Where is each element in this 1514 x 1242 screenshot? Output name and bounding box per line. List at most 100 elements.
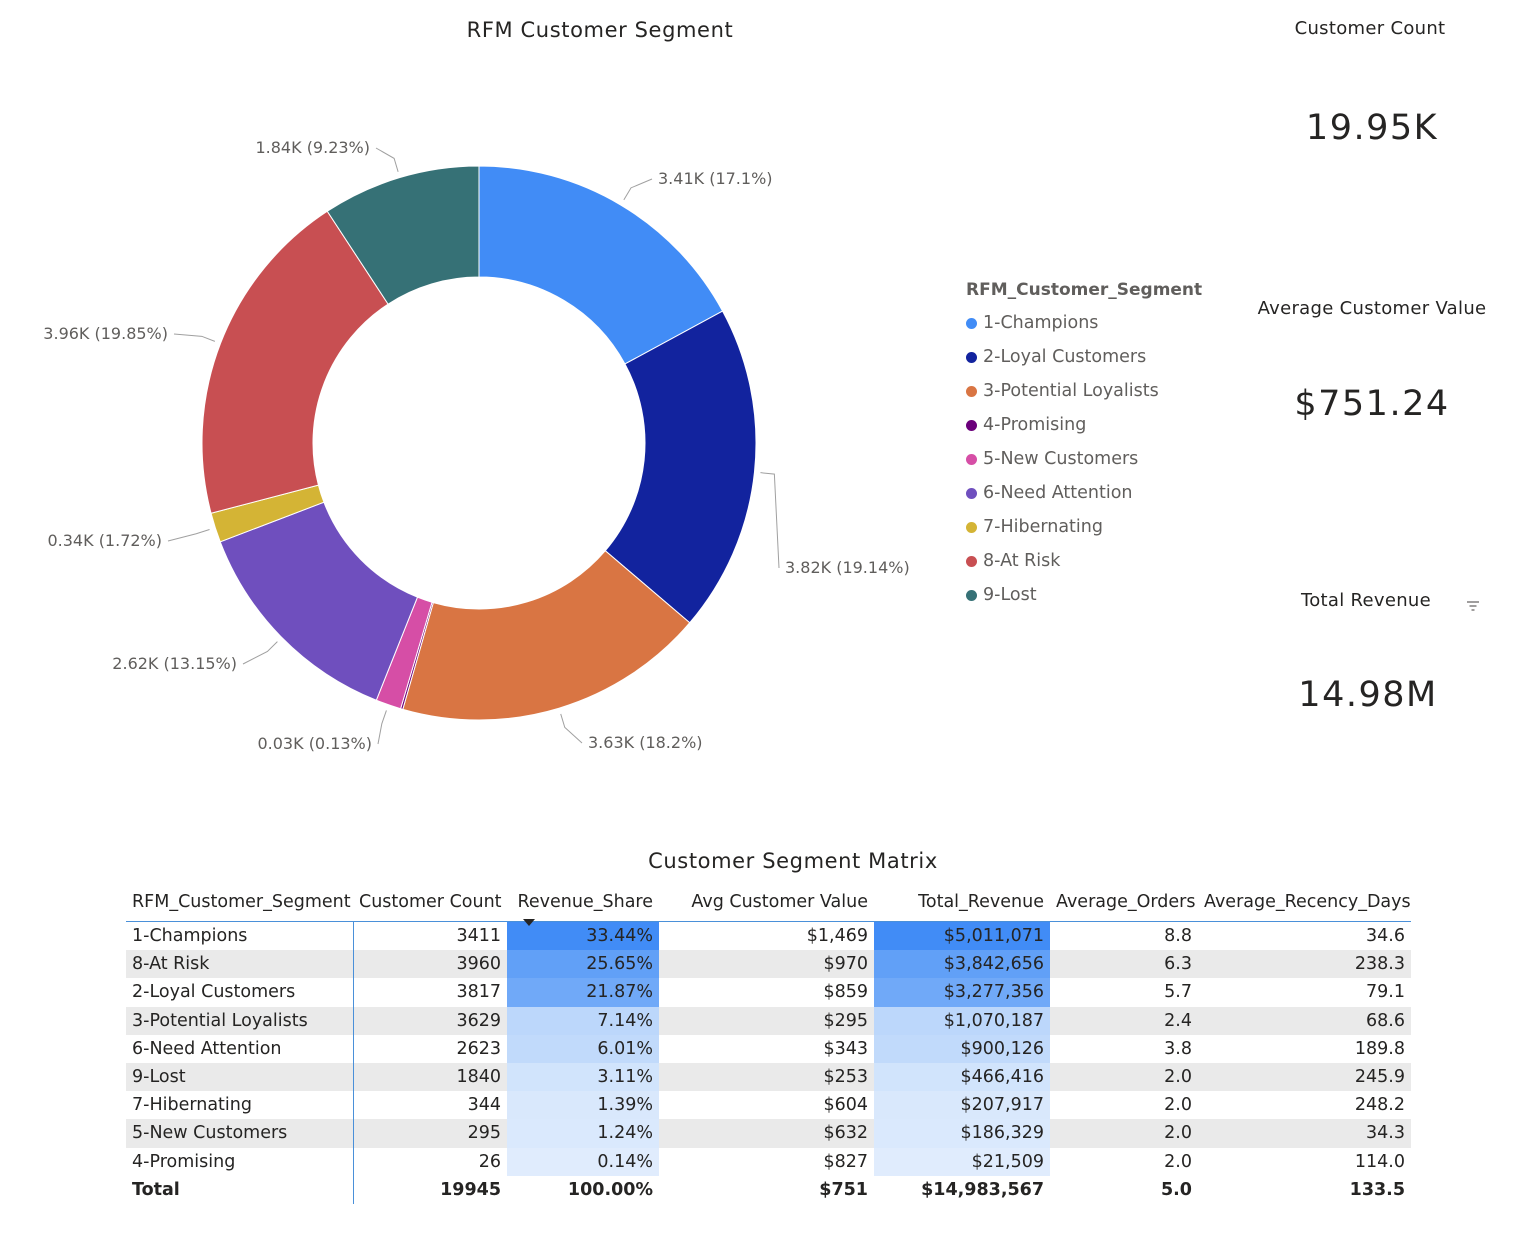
average-recency-days-cell: 79.1 xyxy=(1366,982,1405,1003)
total-total-revenue-cell: $14,983,567 xyxy=(874,1175,1050,1204)
table-row[interactable]: 8-At Risk 3960 25.65% $970 $3,842,656 6.3 238.… xyxy=(126,950,1411,979)
revenue-share-cell: 7.14% xyxy=(507,1006,659,1035)
slice-leader-line xyxy=(167,529,210,542)
customer-count-cell: 2623 xyxy=(456,1038,501,1059)
total-revenue-cell: $900,126 xyxy=(874,1034,1050,1063)
column-header-customer-count[interactable]: Customer Count xyxy=(353,882,507,922)
average-recency-days-cell: 34.6 xyxy=(1366,926,1405,947)
table-row[interactable]: 4-Promising 26 0.14% $827 $21,509 2.0 114.0 xyxy=(126,1147,1411,1176)
legend-item[interactable]: 7-Hibernating xyxy=(966,510,1202,544)
average-orders-cell: 2.0 xyxy=(1050,1119,1198,1148)
avg-customer-value-cell: $253 xyxy=(659,1062,874,1092)
average-orders-cell: 2.0 xyxy=(1164,1151,1192,1172)
column-header-revenue-share-label: Revenue_Share xyxy=(517,891,653,912)
legend-item[interactable]: 9-Lost xyxy=(966,578,1202,612)
donut-slice[interactable] xyxy=(402,550,691,721)
legend-dot-icon xyxy=(966,351,977,363)
legend-item-label: 8-At Risk xyxy=(983,551,1061,571)
total-revenue-cell: $3,842,656 xyxy=(874,950,1050,979)
average-recency-days-cell: 114.0 xyxy=(1354,1151,1405,1172)
slice-data-label: 0.03K (0.13%) xyxy=(257,734,372,753)
legend-dot-icon xyxy=(966,487,977,499)
matrix-title: Customer Segment Matrix xyxy=(648,849,938,873)
customer-count-cell: 344 xyxy=(467,1095,501,1116)
segment-cell: 9-Lost xyxy=(126,1062,354,1092)
donut-chart[interactable]: 3.41K (17.1%) 3.82K (19.14%) 3.63K (18.2%)… xyxy=(0,60,940,780)
average-recency-days-cell: 68.6 xyxy=(1198,1006,1411,1035)
column-header-segment[interactable]: RFM_Customer_Segment xyxy=(126,882,353,922)
total-avg-customer-value-cell: $751 xyxy=(659,1175,874,1204)
segment-cell: 3-Potential Loyalists xyxy=(126,1006,354,1035)
total-customer-count-cell: 19945 xyxy=(353,1175,507,1204)
slice-leader-line xyxy=(760,472,780,569)
donut-slice[interactable] xyxy=(219,501,419,701)
avg-customer-value-cell: $343 xyxy=(823,1038,868,1059)
donut-legend: RFM_Customer_Segment 1-Champions 2-Loyal … xyxy=(966,280,1202,612)
legend-item[interactable]: 1-Champions xyxy=(966,306,1202,340)
total-row: Total 19945 100.00% $751 $14,983,567 5.0 133.5 xyxy=(126,1175,1411,1204)
table-row[interactable]: 1-Champions 3411 33.44% $1,469 $5,011,071 8.8… xyxy=(126,921,1411,951)
table-row[interactable]: 6-Need Attention 2623 6.01% $343 $900,126 3.8… xyxy=(126,1034,1411,1063)
legend-item[interactable]: 2-Loyal Customers xyxy=(966,340,1202,374)
legend-item-label: 2-Loyal Customers xyxy=(983,347,1147,367)
legend-dot-icon xyxy=(966,555,977,567)
legend-dot-icon xyxy=(966,419,977,431)
avg-customer-value-cell: $859 xyxy=(823,982,868,1003)
revenue-share-cell: 6.01% xyxy=(507,1034,659,1063)
legend-item[interactable]: 4-Promising xyxy=(966,408,1202,442)
average-recency-days-cell: 238.3 xyxy=(1198,950,1411,979)
revenue-share-cell: 1.39% xyxy=(507,1091,659,1120)
avg-customer-value-cell: $604 xyxy=(823,1095,868,1116)
segment-cell: 4-Promising xyxy=(126,1147,354,1176)
segment-cell: 7-Hibernating xyxy=(126,1091,354,1120)
segment-cell: 1-Champions xyxy=(126,921,354,951)
legend-item[interactable]: 6-Need Attention xyxy=(966,476,1202,510)
revenue-share-cell: 1.24% xyxy=(507,1119,659,1148)
total-revenue-share-cell: 100.00% xyxy=(507,1175,659,1204)
donut-slice[interactable] xyxy=(201,210,389,514)
legend-item-label: 3-Potential Loyalists xyxy=(983,381,1159,401)
slice-data-label: 3.63K (18.2%) xyxy=(588,733,703,752)
legend-item-label: 4-Promising xyxy=(983,415,1087,435)
column-header-avg-customer-value[interactable]: Avg Customer Value xyxy=(659,882,874,922)
table-row[interactable]: 9-Lost 1840 3.11% $253 $466,416 2.0 245.9 xyxy=(126,1062,1411,1092)
slice-leader-line xyxy=(375,147,399,172)
legend-item-label: 1-Champions xyxy=(983,313,1099,333)
slice-leader-line xyxy=(242,641,278,665)
legend-item[interactable]: 5-New Customers xyxy=(966,442,1202,476)
table-row[interactable]: 7-Hibernating 344 1.39% $604 $207,917 2.0 248.… xyxy=(126,1091,1411,1120)
table-row[interactable]: 2-Loyal Customers 3817 21.87% $859 $3,277,35… xyxy=(126,978,1411,1007)
avg-customer-value-label: Average Customer Value xyxy=(1257,298,1487,319)
total-revenue-cell: $5,011,071 xyxy=(874,921,1050,951)
average-recency-days-cell: 248.2 xyxy=(1354,1095,1405,1116)
slice-leader-line xyxy=(173,333,216,342)
total-average-recency-days-cell: 133.5 xyxy=(1198,1175,1411,1204)
customer-count-cell: 295 xyxy=(353,1119,507,1148)
segment-cell: 6-Need Attention xyxy=(126,1034,354,1063)
column-header-revenue-share[interactable]: Revenue_Share xyxy=(507,882,659,926)
table-row[interactable]: 5-New Customers 295 1.24% $632 $186,329 2.0 34… xyxy=(126,1119,1411,1148)
donut-slice[interactable] xyxy=(326,165,480,305)
table-row[interactable]: 3-Potential Loyalists 3629 7.14% $295 $1,070… xyxy=(126,1006,1411,1035)
filter-icon[interactable] xyxy=(1466,600,1480,612)
average-orders-cell: 8.8 xyxy=(1164,926,1192,947)
total-revenue-cell: $3,277,356 xyxy=(874,978,1050,1007)
legend-item[interactable]: 3-Potential Loyalists xyxy=(966,374,1202,408)
revenue-share-cell: 25.65% xyxy=(507,950,659,979)
donut-chart-title: RFM Customer Segment xyxy=(466,18,734,42)
average-orders-cell: 5.7 xyxy=(1164,982,1192,1003)
customer-count-value: 19.95K xyxy=(1305,108,1439,148)
donut-slice[interactable] xyxy=(478,165,724,365)
legend-dot-icon xyxy=(966,453,977,465)
legend-title: RFM_Customer_Segment xyxy=(966,280,1203,300)
sort-descending-icon[interactable] xyxy=(523,919,535,926)
avg-customer-value-cell: $632 xyxy=(659,1119,874,1148)
average-orders-cell: 2.0 xyxy=(1164,1095,1192,1116)
donut-slice[interactable] xyxy=(604,310,757,624)
average-recency-days-cell: 34.3 xyxy=(1198,1119,1411,1148)
slice-data-label: 3.41K (17.1%) xyxy=(658,169,773,188)
column-header-total-revenue[interactable]: Total_Revenue xyxy=(874,882,1050,922)
column-header-average-recency-days[interactable]: Average_Recency_Days xyxy=(1198,882,1411,922)
legend-item[interactable]: 8-At Risk xyxy=(966,544,1202,578)
column-header-average-orders[interactable]: Average_Orders xyxy=(1050,882,1198,922)
